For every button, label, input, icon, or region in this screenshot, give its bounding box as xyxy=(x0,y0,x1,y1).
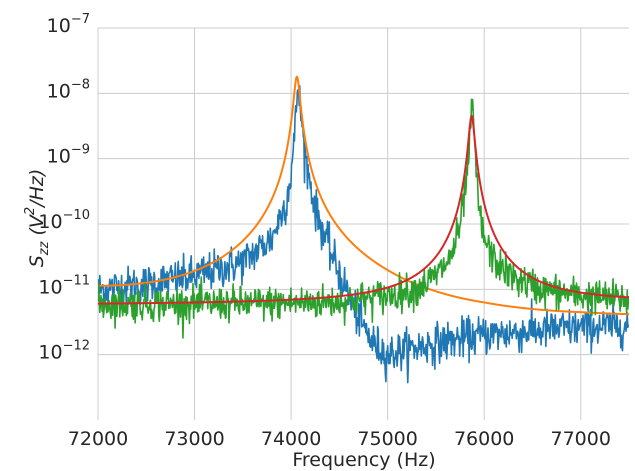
grid xyxy=(97,27,629,420)
x-tick-label: 74000 xyxy=(261,428,321,450)
y-tick-label: 10−7 xyxy=(47,12,90,37)
x-tick-label: 77000 xyxy=(551,428,611,450)
x-tick-label: 73000 xyxy=(164,428,224,450)
y-tick-label: 10−8 xyxy=(47,77,90,102)
y-tick-label: 10−10 xyxy=(38,208,90,233)
x-tick-labels: 72000 73000 74000 75000 76000 77000 xyxy=(68,428,611,450)
x-tick-label: 75000 xyxy=(357,428,417,450)
y-tick-label: 10−9 xyxy=(47,143,90,168)
series-group xyxy=(98,75,629,384)
y-tick-label: 10−12 xyxy=(38,339,90,364)
fit-line-1 xyxy=(98,75,629,316)
x-tick-label: 72000 xyxy=(68,428,128,450)
measured-line-2 xyxy=(98,98,629,339)
measured-line-0 xyxy=(98,85,629,384)
x-axis-label: Frequency (Hz) xyxy=(292,449,435,471)
plot-area xyxy=(98,75,629,384)
fit-line-3 xyxy=(98,114,629,305)
y-tick-labels: 10−12 10−11 10−10 10−9 10−8 10−7 xyxy=(38,12,90,364)
y-tick-label: 10−11 xyxy=(38,273,90,298)
x-tick-label: 76000 xyxy=(454,428,514,450)
y-axis-label: Szz (V2/Hz) xyxy=(23,169,52,268)
